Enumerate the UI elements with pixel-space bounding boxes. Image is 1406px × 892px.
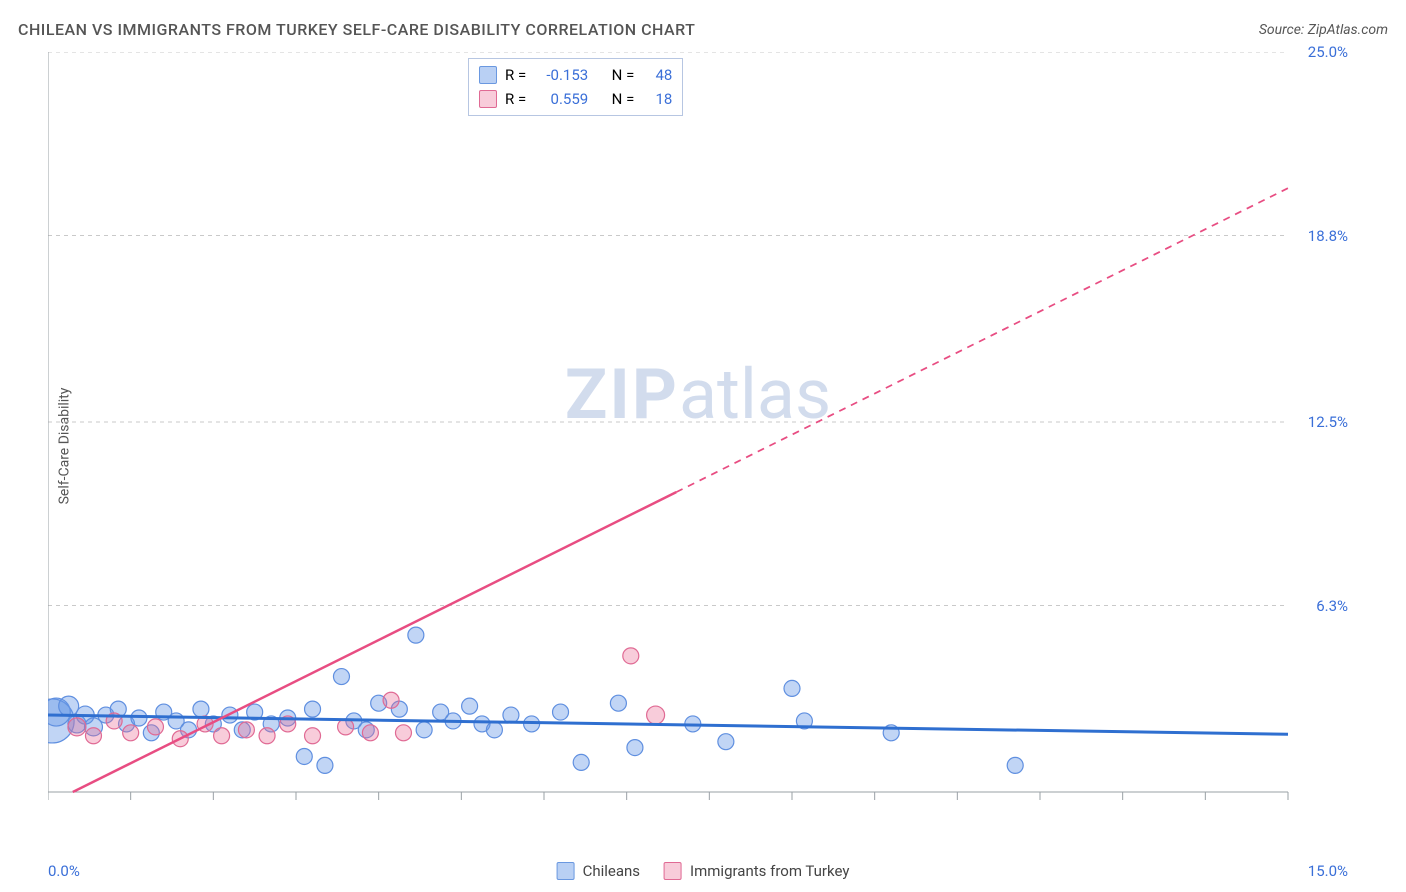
y-tick-label: 12.5% [1308,413,1348,431]
y-tick-label: 6.3% [1316,597,1348,615]
source-attribution: Source: ZipAtlas.com [1259,22,1388,38]
stats-N-label: N = [612,87,635,111]
legend-item-chileans: Chileans [557,862,640,880]
stats-R-value: 0.559 [534,87,588,111]
x-axis-max-label: 15.0% [1308,862,1348,880]
stats-N-value: 48 [642,63,672,87]
stats-legend-box: R = -0.153 N = 48 R = 0.559 N = 18 [468,58,683,116]
stats-R-label: R = [505,63,526,87]
bottom-legend: Chileans Immigrants from Turkey [557,862,850,880]
stats-R-value: -0.153 [534,63,588,87]
swatch-icon [479,66,497,84]
x-axis-min-label: 0.0% [48,862,80,880]
stats-R-label: R = [505,87,526,111]
chart-title: CHILEAN VS IMMIGRANTS FROM TURKEY SELF-C… [18,20,695,39]
stats-row: R = 0.559 N = 18 [479,87,672,111]
stats-N-label: N = [612,63,635,87]
legend-label: Immigrants from Turkey [690,862,849,880]
swatch-icon [479,90,497,108]
chart-plot-area: ZIPatlas R =-0.153 N =48R =0.559 N =18 6… [48,52,1348,832]
y-tick-label: 25.0% [1308,43,1348,61]
swatch-icon [664,862,682,880]
chart-svg [48,52,1348,832]
legend-item-turkey: Immigrants from Turkey [664,862,849,880]
stats-N-value: 18 [642,87,672,111]
swatch-icon [557,862,575,880]
legend-label: Chileans [583,862,640,880]
y-tick-label: 18.8% [1308,227,1348,245]
stats-row: R = -0.153 N = 48 [479,63,672,87]
